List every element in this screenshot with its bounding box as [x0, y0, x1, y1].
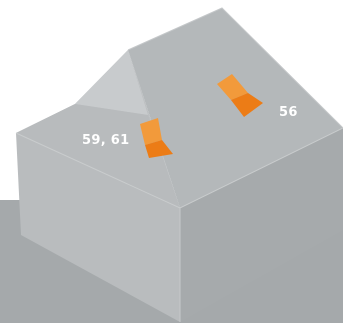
flashing-patch-ridge-upper — [217, 74, 248, 100]
front-wall — [16, 133, 180, 322]
flashing-patch-valley-lower — [145, 140, 173, 158]
callout-label-ridge: 56 — [279, 105, 298, 120]
flashing-patch-valley-upper — [140, 118, 162, 145]
main-roof-right — [128, 8, 343, 208]
flashing-patch-valley — [140, 118, 173, 158]
callout-label-valley: 59, 61 — [82, 133, 129, 148]
flashing-patch-ridge — [217, 74, 263, 117]
gable-roof-left — [75, 50, 148, 115]
ridge-edge — [127, 7, 343, 129]
flashing-patch-ridge-lower — [231, 93, 263, 117]
side-wall — [180, 128, 343, 322]
front-roof — [16, 104, 180, 208]
